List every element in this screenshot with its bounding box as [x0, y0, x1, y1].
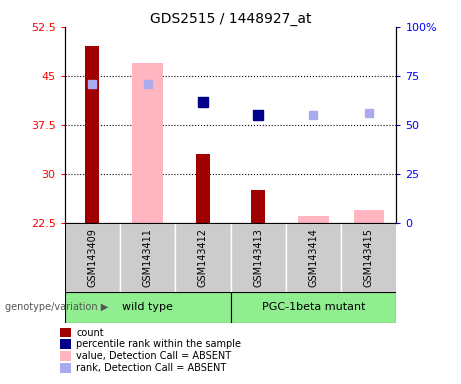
Bar	[230, 223, 286, 292]
Bar	[175, 223, 230, 292]
Bar	[65, 223, 120, 292]
Bar	[286, 223, 341, 292]
Bar	[341, 223, 396, 292]
Text: GSM143411: GSM143411	[142, 228, 153, 287]
Text: percentile rank within the sample: percentile rank within the sample	[76, 339, 241, 349]
Bar	[196, 154, 210, 223]
Bar	[251, 190, 265, 223]
Text: GSM143412: GSM143412	[198, 228, 208, 287]
Bar	[298, 216, 329, 223]
Text: wild type: wild type	[122, 302, 173, 312]
Bar	[230, 292, 396, 323]
Text: GSM143415: GSM143415	[364, 228, 374, 287]
Text: value, Detection Call = ABSENT: value, Detection Call = ABSENT	[76, 351, 231, 361]
Bar	[120, 223, 175, 292]
Text: rank, Detection Call = ABSENT: rank, Detection Call = ABSENT	[76, 363, 226, 373]
Text: GSM143413: GSM143413	[253, 228, 263, 287]
Bar	[65, 292, 230, 323]
Text: count: count	[76, 328, 104, 338]
Bar	[132, 63, 163, 223]
Text: GSM143409: GSM143409	[87, 228, 97, 287]
Text: GSM143414: GSM143414	[308, 228, 319, 287]
Bar	[85, 46, 99, 223]
Title: GDS2515 / 1448927_at: GDS2515 / 1448927_at	[150, 12, 311, 26]
Text: PGC-1beta mutant: PGC-1beta mutant	[262, 302, 365, 312]
Bar	[354, 210, 384, 223]
Text: genotype/variation ▶: genotype/variation ▶	[5, 302, 108, 312]
